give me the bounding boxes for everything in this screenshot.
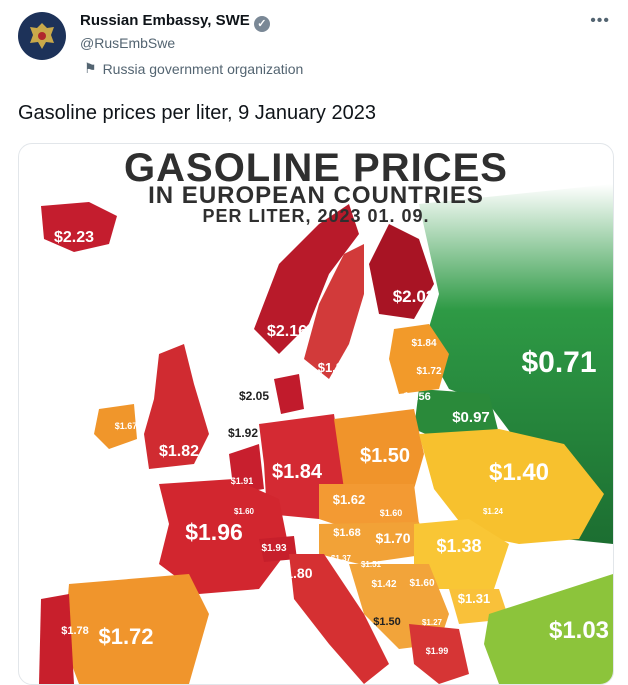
region-iceland (41, 202, 117, 252)
price-label-slovakia: $1.60 (380, 508, 403, 518)
government-label-text: Russia government organization (102, 60, 304, 77)
price-label-ukraine: $1.40 (489, 459, 549, 486)
price-label-germany: $1.84 (272, 461, 323, 483)
map-subtitle: IN EUROPEAN COUNTRIES (148, 182, 484, 209)
price-label-estonia: $1.84 (411, 338, 436, 349)
map-date: PER LITER, 2023 01. 09. (202, 206, 430, 226)
price-label-italy: $1.80 (277, 565, 312, 581)
region-ukraine (419, 429, 604, 544)
government-label[interactable]: ⚑ Russia government organization (84, 60, 303, 77)
author-name-text[interactable]: Russian Embassy, SWE (80, 12, 250, 29)
avatar[interactable] (18, 12, 66, 60)
map-title: GASOLINE PRICES (124, 146, 508, 190)
price-label-croatia: $1.51 (361, 560, 382, 569)
region-turkey (484, 574, 613, 684)
europe-map: $2.23 $2.02 $2.16 $1.82 $0.71 $1.84 $1.72 $1.56… (39, 184, 613, 684)
price-label-greece: $1.99 (426, 646, 449, 656)
price-label-sweden: $1.82 (318, 360, 351, 375)
region-poland (334, 409, 424, 489)
price-label-spain: $1.72 (98, 624, 153, 649)
region-norway (254, 204, 359, 354)
price-label-czechia: $1.62 (333, 492, 366, 507)
price-label-luxembourg: $1.60 (234, 507, 255, 516)
more-options-icon[interactable]: ••• (590, 12, 610, 29)
price-label-russia: $0.71 (521, 346, 596, 379)
price-label-poland: $1.50 (360, 445, 410, 467)
region-portugal (39, 594, 74, 684)
price-label-ireland: $1.67 (115, 421, 138, 431)
region-denmark (274, 374, 304, 414)
price-labels: $2.23 $2.02 $2.16 $1.82 $0.71 $1.84 $1.72 $1.56… (54, 229, 609, 656)
price-label-latvia: $1.72 (416, 366, 441, 377)
price-label-belgium: $1.91 (231, 476, 254, 486)
price-label-netherlands: $1.92 (228, 426, 258, 440)
price-label-united-kingdom: $1.82 (159, 443, 199, 460)
region-uk (144, 344, 209, 469)
region-sweden (304, 244, 364, 379)
price-label-montenegro: $1.50 (373, 616, 401, 628)
author-name[interactable]: Russian Embassy, SWE ✓ (80, 12, 270, 32)
verified-badge-icon: ✓ (253, 16, 270, 32)
price-label-hungary: $1.70 (375, 530, 410, 546)
region-switzerland (259, 536, 297, 562)
price-label-switzerland: $1.93 (261, 543, 286, 554)
price-label-lithuania: $1.56 (403, 391, 431, 403)
price-label-slovenia: $1.37 (331, 554, 352, 563)
price-label-bulgaria: $1.31 (458, 591, 491, 606)
tweet-header: Russian Embassy, SWE ✓ @RusEmbSwe ⚑ Russi… (0, 0, 628, 100)
price-label-serbia: $1.60 (409, 578, 434, 589)
price-label-bosnia: $1.42 (371, 579, 396, 590)
price-label-denmark: $2.05 (239, 389, 269, 403)
region-spain (64, 574, 209, 684)
price-label-romania: $1.38 (436, 536, 481, 556)
region-belarus (414, 389, 499, 444)
price-label-north-macedonia: $1.27 (422, 618, 443, 627)
coat-of-arms-icon (30, 23, 54, 49)
region-romania (414, 519, 509, 589)
region-austria-hungary (319, 522, 429, 564)
price-label-iceland: $2.23 (54, 229, 94, 246)
tweet-text: Gasoline prices per liter, 9 January 202… (18, 102, 376, 124)
price-label-moldova: $1.24 (483, 507, 504, 516)
price-label-austria: $1.68 (333, 527, 361, 539)
price-label-belarus: $0.97 (452, 409, 490, 426)
region-baltics (389, 324, 449, 394)
price-label-turkey: $1.03 (549, 617, 609, 644)
price-label-france: $1.96 (185, 519, 243, 545)
region-italy (289, 554, 389, 684)
region-finland (369, 224, 434, 319)
price-label-norway: $2.16 (267, 323, 307, 340)
region-france (159, 479, 289, 594)
region-ireland (94, 404, 137, 449)
flag-icon: ⚑ (84, 60, 97, 76)
tweet-image[interactable]: $2.23 $2.02 $2.16 $1.82 $0.71 $1.84 $1.72 $1.56… (18, 143, 614, 685)
price-label-finland: $2.02 (393, 287, 436, 306)
region-czech-slovakia (319, 484, 419, 529)
price-label-portugal: $1.78 (61, 625, 89, 637)
region-greece (409, 624, 469, 684)
author-handle[interactable]: @RusEmbSwe (80, 35, 176, 51)
